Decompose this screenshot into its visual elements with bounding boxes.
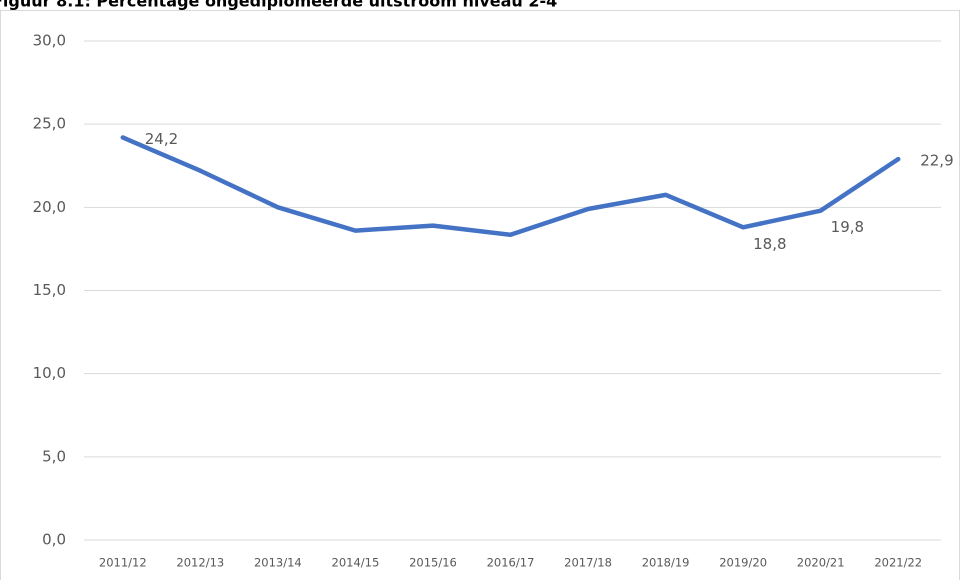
y-tick-label: 20,0 xyxy=(33,198,66,216)
x-tick-label: 2011/12 xyxy=(99,556,147,570)
y-tick-label: 5,0 xyxy=(42,447,66,465)
y-tick-label: 15,0 xyxy=(33,281,66,299)
data-label: 24,2 xyxy=(145,130,178,148)
x-tick-label: 2013/14 xyxy=(254,556,302,570)
x-tick-label: 2016/17 xyxy=(487,556,535,570)
y-tick-label: 10,0 xyxy=(33,364,66,382)
y-tick-label: 0,0 xyxy=(42,531,66,549)
x-tick-label: 2021/22 xyxy=(874,556,922,570)
x-tick-label: 2020/21 xyxy=(797,556,845,570)
data-label: 18,8 xyxy=(753,235,786,253)
x-tick-label: 2015/16 xyxy=(409,556,457,570)
x-tick-label: 2019/20 xyxy=(719,556,767,570)
x-tick-label: 2018/19 xyxy=(642,556,690,570)
line-series xyxy=(120,135,901,238)
x-tick-label: 2012/13 xyxy=(176,556,224,570)
y-tick-label: 25,0 xyxy=(33,115,66,133)
chart-title: Figuur 8.1: Percentage ongediplomeerde u… xyxy=(0,0,557,11)
x-tick-label: 2017/18 xyxy=(564,556,612,570)
data-label: 22,9 xyxy=(920,152,953,170)
chart-frame xyxy=(0,10,960,580)
data-label: 19,8 xyxy=(831,218,864,236)
x-tick-label: 2014/15 xyxy=(332,556,380,570)
y-tick-label: 30,0 xyxy=(33,32,66,50)
